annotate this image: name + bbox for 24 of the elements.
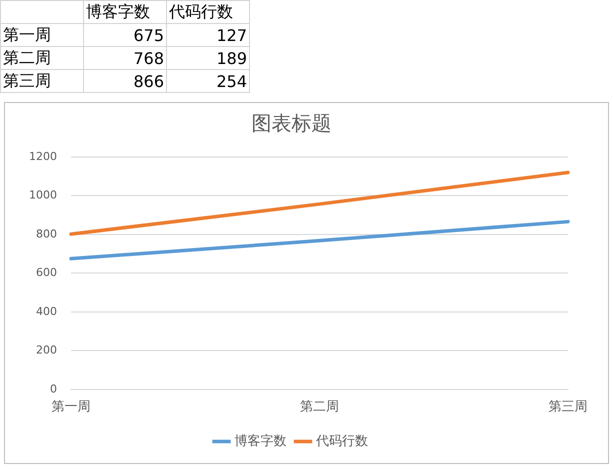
data-label: 675 (84, 24, 166, 46)
data-label: 254 (166, 70, 250, 92)
x-tick-label: 第二周 (300, 400, 339, 415)
data-label: 866 (84, 70, 166, 92)
category-label: 第一周 (0, 24, 84, 46)
y-tick-label: 1200 (28, 150, 57, 163)
legend-label: 代码行数 (315, 434, 368, 449)
data-label: 127 (166, 24, 250, 46)
category-label: 第二周 (0, 46, 84, 70)
y-tick-label: 1000 (28, 188, 57, 202)
y-tick-label: 600 (36, 266, 57, 280)
text: 博客字数 (84, 0, 166, 24)
text: 代码行数 (166, 0, 250, 24)
y-tick-label: 0 (50, 382, 57, 396)
y-tick-label: 200 (36, 344, 57, 357)
x-tick-label: 第一周 (51, 400, 90, 415)
category-label: 第三周 (0, 70, 84, 92)
legend-label: 博客字数 (234, 432, 286, 449)
y-tick-label: 800 (36, 227, 57, 240)
data-label: 189 (166, 46, 250, 70)
y-tick-label: 400 (36, 304, 57, 318)
data-label: 768 (84, 46, 166, 70)
x-tick-label: 第三周 (548, 400, 588, 415)
chart-title: 图表标题 (252, 111, 332, 136)
